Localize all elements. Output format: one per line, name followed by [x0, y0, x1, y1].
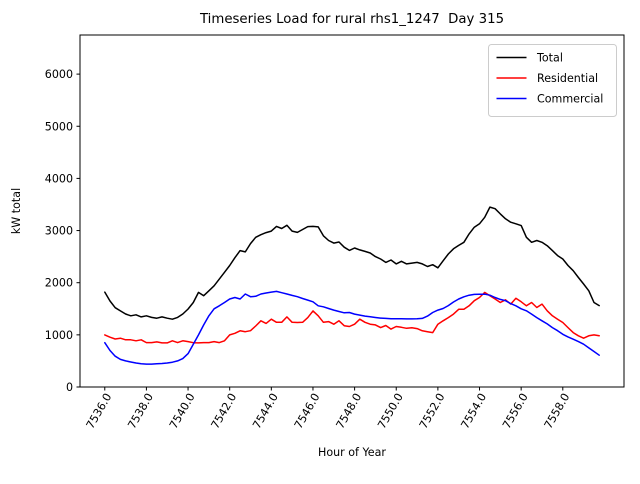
y-tick-label: 0	[66, 381, 73, 394]
legend-item-commercial: Commercial	[496, 93, 603, 106]
y-tick-label: 6000	[45, 68, 73, 81]
plot-lines	[104, 206, 600, 365]
y-tick-label: 1000	[45, 329, 73, 342]
commercial-line	[104, 290, 600, 365]
total-line	[104, 206, 600, 320]
y-tick-label: 5000	[45, 120, 73, 133]
legend-item-total: Total	[496, 52, 563, 65]
chart-title: Timeseries Load for rural rhs1_1247 Day …	[199, 12, 504, 27]
legend-label-residential: Residential	[537, 72, 598, 85]
legend-label-total: Total	[536, 52, 563, 65]
y-tick-label: 2000	[45, 277, 73, 290]
legend: Total Residential Commercial	[488, 44, 617, 117]
legend-item-residential: Residential	[496, 72, 598, 85]
y-tick-label: 4000	[45, 172, 73, 185]
y-axis-ticks: 0 1000 2000 3000 4000 5000 6000	[45, 68, 80, 394]
x-axis-label: Hour of Year	[318, 446, 386, 459]
residential-line	[104, 291, 600, 344]
y-axis-label: kW total	[10, 188, 23, 234]
y-tick-label: 3000	[45, 225, 73, 238]
legend-label-commercial: Commercial	[537, 93, 603, 106]
